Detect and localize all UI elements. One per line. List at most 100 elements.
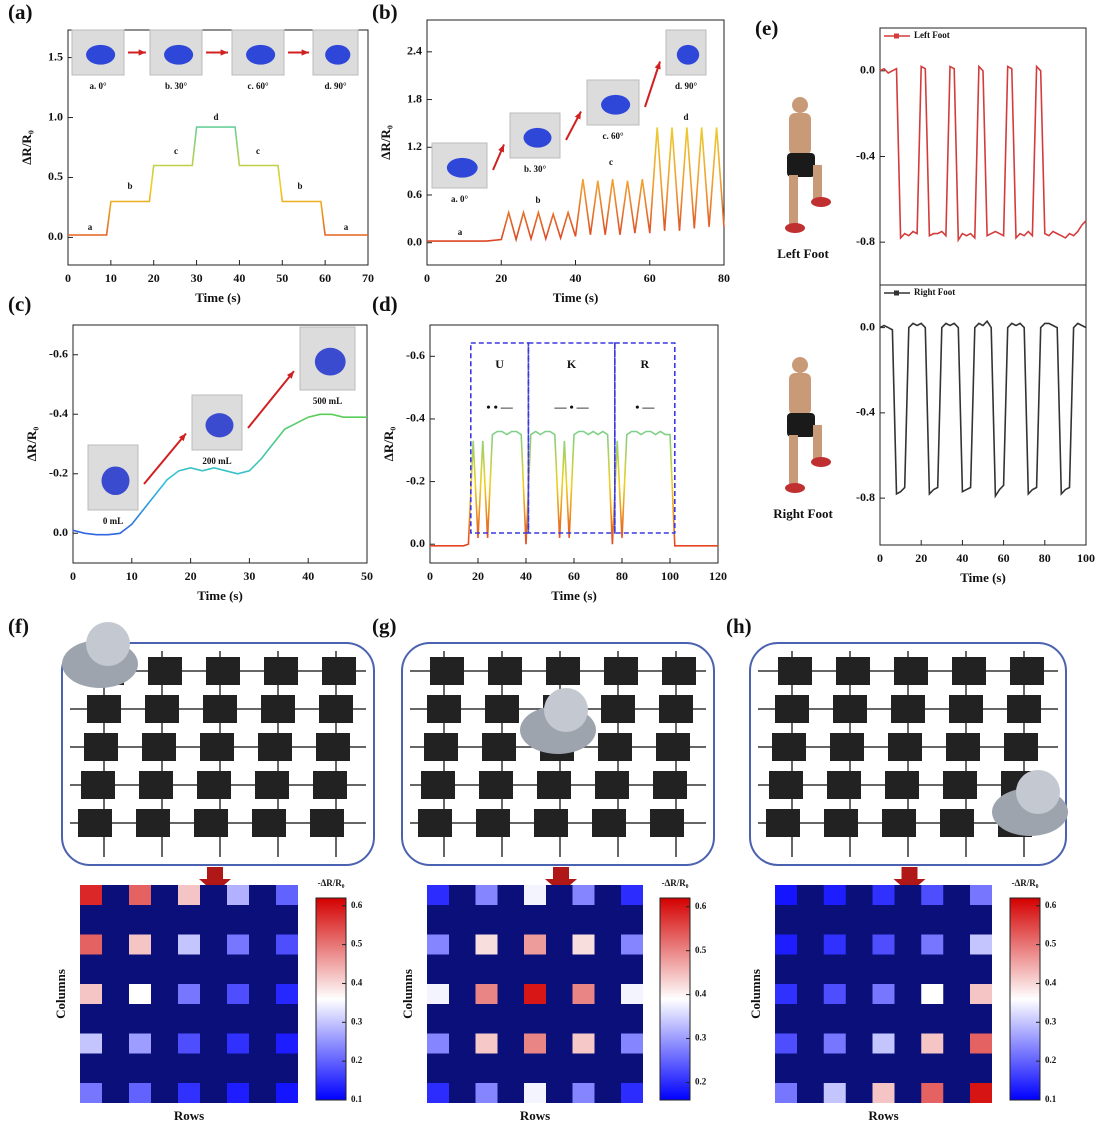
sensor-pad bbox=[479, 771, 513, 799]
hand bbox=[246, 45, 275, 65]
y-tick-label: -0.2 bbox=[49, 466, 68, 480]
photo-caption: d. 90° bbox=[675, 81, 698, 91]
x-tick-label: 10 bbox=[126, 569, 138, 583]
x-tick-label: 0 bbox=[877, 551, 883, 565]
sensor-pad bbox=[943, 771, 977, 799]
x-axis-label: Time (s) bbox=[195, 290, 241, 305]
panel-label: (d) bbox=[372, 292, 398, 316]
y-tick-label: 0.0 bbox=[860, 63, 875, 77]
figure-shoe bbox=[785, 223, 805, 233]
sensor-pad bbox=[1010, 657, 1044, 685]
point-label: c bbox=[174, 146, 178, 156]
y-axis-label: Columns bbox=[748, 969, 763, 1019]
heatmap-cell bbox=[621, 1083, 643, 1103]
heatmap-cell bbox=[178, 935, 200, 955]
heatmap-cell bbox=[873, 885, 895, 905]
hand bbox=[524, 128, 552, 148]
y-axis-label: ΔR/R₀ bbox=[19, 130, 34, 165]
sensor-pad bbox=[650, 809, 684, 837]
heatmap-cell bbox=[227, 885, 249, 905]
heatmap-cell bbox=[227, 1083, 249, 1103]
y-tick-label: -0.6 bbox=[406, 348, 425, 362]
sensor-pad bbox=[882, 809, 916, 837]
point-label: b bbox=[535, 195, 540, 205]
point-label: a bbox=[458, 227, 463, 237]
sensor-pad bbox=[598, 733, 632, 761]
sensor-pad bbox=[1004, 733, 1038, 761]
figure-head bbox=[792, 357, 808, 373]
sensor-pad bbox=[427, 695, 461, 723]
sensor-pad bbox=[778, 657, 812, 685]
heatmap-cell bbox=[276, 1083, 298, 1103]
photo-caption: b. 30° bbox=[524, 164, 547, 174]
heatmap-cell bbox=[970, 1083, 992, 1103]
sensor-pad bbox=[885, 771, 919, 799]
sensor-pad bbox=[769, 771, 803, 799]
heatmap-cell bbox=[824, 1083, 846, 1103]
point-label: c bbox=[609, 157, 613, 167]
sensor-pad bbox=[142, 733, 176, 761]
x-axis-label: Rows bbox=[868, 1108, 898, 1123]
figure-leg bbox=[789, 435, 798, 485]
heatmap-cell bbox=[178, 885, 200, 905]
morse-code: — • — bbox=[553, 400, 589, 414]
heatmap-cell bbox=[476, 935, 498, 955]
heatmap-cell bbox=[129, 1034, 151, 1054]
sensor-pad bbox=[601, 695, 635, 723]
heatmap-cell bbox=[427, 885, 449, 905]
sensor-pad bbox=[261, 695, 295, 723]
x-tick-label: 40 bbox=[233, 271, 245, 285]
heatmap-cell bbox=[427, 984, 449, 1004]
figure-caption: Left Foot bbox=[777, 246, 829, 261]
heatmap-cell bbox=[621, 1034, 643, 1054]
heatmap-cell bbox=[524, 984, 546, 1004]
x-axis-label: Rows bbox=[174, 1108, 204, 1123]
colorbar-tick-label: 0.2 bbox=[351, 1055, 363, 1065]
colorbar-title: -ΔR/R₀ bbox=[1012, 878, 1039, 888]
figure-leg bbox=[789, 175, 798, 225]
heatmap-cell bbox=[80, 935, 102, 955]
heatmap-cell bbox=[921, 984, 943, 1004]
sensor-pad bbox=[421, 771, 455, 799]
legend-label: Left Foot bbox=[914, 30, 950, 40]
y-tick-label: 1.2 bbox=[407, 139, 422, 153]
heatmap-cell bbox=[573, 1034, 595, 1054]
y-axis-label: ΔR/R₀ bbox=[24, 427, 39, 462]
x-tick-label: 100 bbox=[661, 569, 679, 583]
x-tick-label: 40 bbox=[520, 569, 532, 583]
heatmap-cell bbox=[775, 1034, 797, 1054]
y-tick-label: 1.0 bbox=[48, 109, 63, 123]
heatmap-cell bbox=[524, 935, 546, 955]
panel-label: (g) bbox=[372, 614, 397, 638]
colorbar-tick-label: 0.6 bbox=[351, 900, 363, 910]
heatmap-cell bbox=[476, 885, 498, 905]
figure-head bbox=[792, 97, 808, 113]
sensor-pad bbox=[476, 809, 510, 837]
x-tick-label: 50 bbox=[361, 569, 373, 583]
heatmap-cell bbox=[276, 935, 298, 955]
hand bbox=[601, 95, 630, 115]
x-tick-label: 30 bbox=[191, 271, 203, 285]
heatmap-cell bbox=[824, 935, 846, 955]
heatmap-cell bbox=[873, 1034, 895, 1054]
sensor-pad bbox=[482, 733, 516, 761]
heatmap-cell bbox=[873, 984, 895, 1004]
point-label: d bbox=[683, 112, 688, 122]
panel-label: (f) bbox=[8, 614, 29, 638]
sensor-pad bbox=[592, 809, 626, 837]
sensor-pad bbox=[940, 809, 974, 837]
sensor-pad bbox=[827, 771, 861, 799]
region-label: K bbox=[567, 357, 577, 371]
heatmap-cell bbox=[621, 984, 643, 1004]
heatmap-cell bbox=[129, 984, 151, 1004]
sensor-pad bbox=[1007, 695, 1041, 723]
heatmap-cell bbox=[921, 935, 943, 955]
colorbar-tick-label: 0.5 bbox=[351, 939, 363, 949]
hand bbox=[102, 466, 130, 495]
figure: 0.00.51.01.5010203040506070Time (s)ΔR/R₀… bbox=[0, 0, 1096, 1126]
morse-code: • — bbox=[635, 400, 655, 414]
sensor-pad bbox=[894, 657, 928, 685]
y-tick-label: 0.5 bbox=[48, 169, 63, 183]
x-tick-label: 20 bbox=[185, 569, 197, 583]
photo-caption: c. 60° bbox=[602, 131, 623, 141]
